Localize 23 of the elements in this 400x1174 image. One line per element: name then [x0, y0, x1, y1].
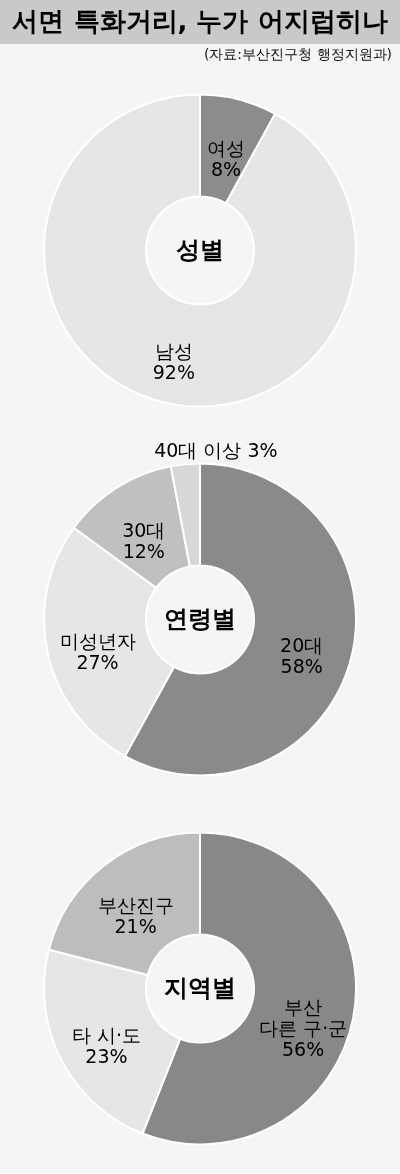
slice-label: 30대 — [122, 518, 166, 541]
data-label: 56% — [282, 1038, 325, 1061]
donut-slice — [43, 93, 357, 408]
data-label: 58% — [280, 654, 323, 677]
text: (자료:부산진구청 행정지원과) — [203, 46, 392, 62]
data-label: 92% — [152, 361, 195, 384]
text: 지역별 — [164, 973, 236, 1002]
slice-label: 20대 — [280, 633, 324, 656]
text: 연령별 — [164, 604, 236, 633]
data-label: 27% — [76, 651, 119, 674]
slice-label: 40대 이상 3% — [154, 439, 278, 462]
slice-label: 남성 — [154, 340, 193, 363]
text: 성별 — [176, 235, 224, 264]
data-label: 23% — [85, 1045, 128, 1068]
slice-label: 부산 다른 구·군 — [259, 996, 348, 1040]
text: 서면 특화거리, 누가 어지럽히나 — [12, 6, 388, 36]
slice-label: 타 시·도 — [71, 1024, 141, 1047]
slice-label: 미성년자 — [59, 630, 136, 653]
slice-label: 부산진구 — [97, 893, 174, 916]
data-label: 12% — [122, 539, 165, 562]
data-label: 8% — [211, 157, 242, 180]
data-label: 21% — [114, 914, 157, 937]
slice-label: 여성 — [207, 136, 246, 159]
